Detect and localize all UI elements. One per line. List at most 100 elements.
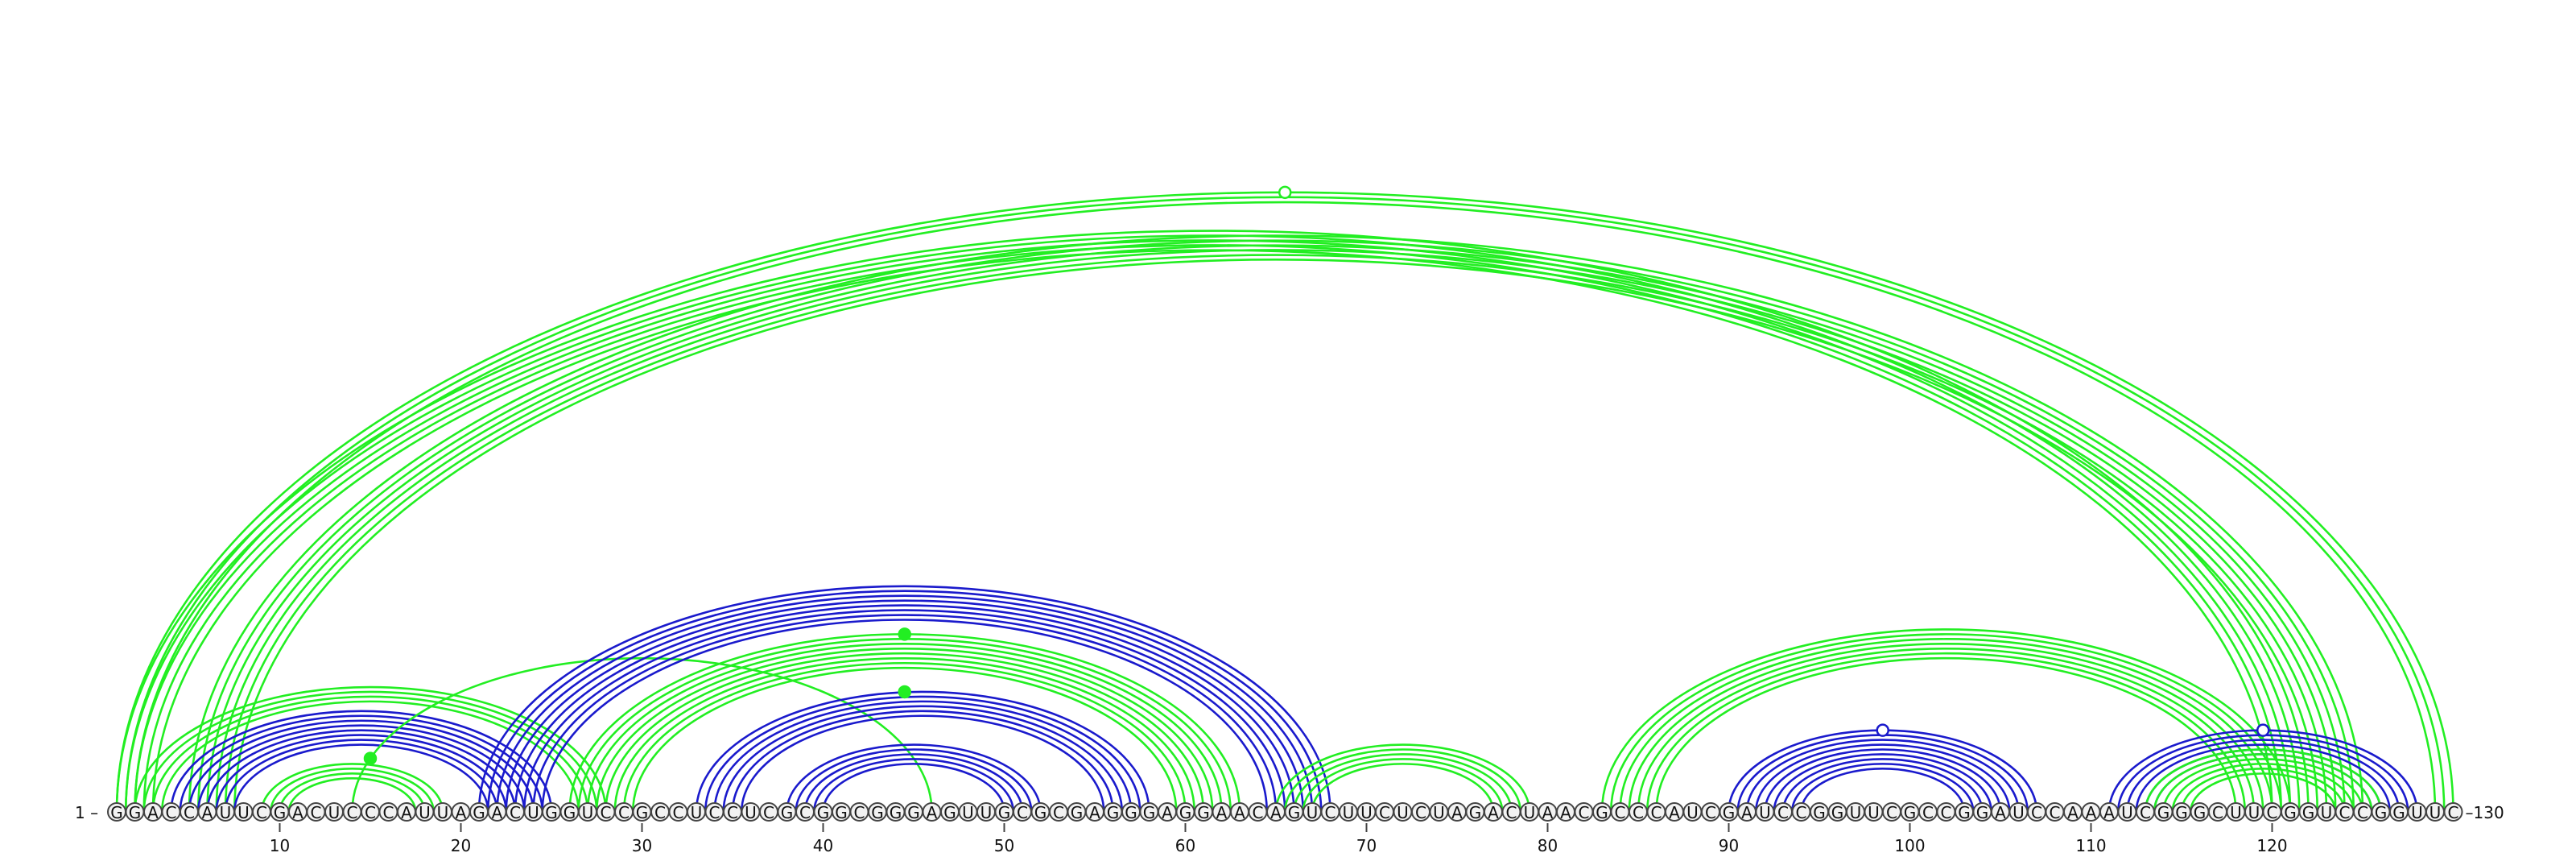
nucleotide-letter: A bbox=[1542, 803, 1554, 822]
nucleotide-letter: U bbox=[2230, 803, 2242, 822]
nucleotide-74: U bbox=[1429, 802, 1449, 822]
nucleotide-52: G bbox=[1030, 802, 1051, 822]
nucleotide-29: C bbox=[614, 802, 634, 822]
arc-green-9-19-1 bbox=[260, 763, 444, 813]
start-label: 1 – bbox=[75, 803, 98, 822]
nucleotide-letter: G bbox=[274, 803, 287, 822]
nucleotide-letter: A bbox=[1270, 803, 1282, 822]
nucleotide-19: U bbox=[433, 802, 452, 822]
arc-green-5-125-2 bbox=[196, 239, 2355, 813]
arc-green-1-122-1 bbox=[115, 230, 2310, 813]
nucleotide-109: A bbox=[2063, 802, 2083, 822]
nucleotide-48: U bbox=[958, 802, 978, 822]
nucleotide-114: G bbox=[2153, 802, 2174, 822]
nucleotide-letter: A bbox=[1560, 803, 1571, 822]
tick-label-10: 10 bbox=[270, 836, 290, 855]
nucleotide-126: G bbox=[2371, 802, 2391, 822]
nucleotide-54: G bbox=[1067, 802, 1087, 822]
arc-blue-33-58-1 bbox=[695, 690, 1150, 813]
nucleotide-44: G bbox=[886, 802, 906, 822]
nucleotide-letter: C bbox=[1705, 803, 1716, 822]
arc-green-26-63-5 bbox=[605, 652, 1205, 813]
nucleotide-96: G bbox=[1827, 802, 1847, 822]
arc-green-1-122-3 bbox=[134, 239, 2292, 813]
nucleotide-letter: A bbox=[1216, 803, 1228, 822]
nucleotide-65: A bbox=[1266, 802, 1286, 822]
nucleotide-letter: G bbox=[2157, 803, 2170, 822]
nucleotide-letter: C bbox=[1415, 803, 1426, 822]
nucleotide-13: U bbox=[324, 802, 344, 822]
tick-label-20: 20 bbox=[451, 836, 471, 855]
nucleotide-103: G bbox=[1955, 802, 1974, 822]
nucleotide-30: G bbox=[632, 802, 652, 822]
nucleotide-22: A bbox=[487, 802, 507, 822]
arc-green-5-125-4 bbox=[215, 249, 2337, 813]
nucleotide-letter: G bbox=[1469, 803, 1482, 822]
arc-green-1-130-3 bbox=[134, 201, 2437, 813]
nucleotide-57: G bbox=[1121, 802, 1141, 822]
nucleotide-110: A bbox=[2081, 802, 2101, 822]
arc-blue-90-107-2 bbox=[1736, 734, 2029, 813]
nucleotide-letter: U bbox=[1868, 803, 1880, 822]
nucleotide-letter: U bbox=[2411, 803, 2423, 822]
arc-blue-21-68-8 bbox=[541, 619, 1269, 813]
arc-blue-4-25-1 bbox=[170, 710, 553, 813]
nucleotide-3: A bbox=[143, 802, 163, 822]
nucleotide-5: C bbox=[180, 802, 199, 822]
nucleotide-91: A bbox=[1737, 802, 1757, 822]
nucleotide-letter: U bbox=[1433, 803, 1445, 822]
nucleotide-40: G bbox=[813, 802, 833, 822]
nucleotide-1: G bbox=[107, 802, 126, 822]
nucleotide-90: G bbox=[1719, 802, 1739, 822]
nucleotide-58: G bbox=[1139, 802, 1159, 822]
arc-blue-21-68-3 bbox=[496, 594, 1314, 813]
tick-label-50: 50 bbox=[994, 836, 1014, 855]
arc-blue-111-128-3 bbox=[2126, 739, 2401, 813]
nucleotide-61: G bbox=[1194, 802, 1213, 822]
nucleotide-106: U bbox=[2008, 802, 2029, 822]
arc-blue-33-58-5 bbox=[731, 710, 1114, 813]
base-pair-arcs bbox=[115, 191, 2454, 813]
nucleotide-letter: U bbox=[2429, 803, 2442, 822]
arc-blue-38-52-1 bbox=[786, 743, 1042, 813]
nucleotide-letter: A bbox=[401, 803, 412, 822]
arc-marker-6 bbox=[2256, 723, 2270, 737]
arc-blue-111-128-4 bbox=[2135, 743, 2392, 813]
nucleotide-15: C bbox=[361, 802, 380, 822]
nucleotide-2: G bbox=[125, 802, 145, 822]
nucleotide-85: C bbox=[1629, 802, 1648, 822]
arc-marker-1 bbox=[1278, 185, 1292, 200]
arc-green-65-79-3 bbox=[1293, 753, 1513, 813]
arc-green-14-46-1 bbox=[351, 656, 933, 813]
nucleotide-letter: C bbox=[347, 803, 358, 822]
nucleotide-66: G bbox=[1284, 802, 1304, 822]
nucleotide-letter: A bbox=[1995, 803, 2006, 822]
nucleotide-23: C bbox=[506, 802, 525, 822]
nucleotide-12: C bbox=[306, 802, 326, 822]
nucleotide-120: C bbox=[2262, 802, 2282, 822]
nucleotide-letter: C bbox=[673, 803, 684, 822]
nucleotide-93: C bbox=[1773, 802, 1793, 822]
nucleotide-89: C bbox=[1701, 802, 1720, 822]
nucleotide-letter: C bbox=[727, 803, 738, 822]
nucleotide-129: U bbox=[2425, 802, 2445, 822]
nucleotide-letter: U bbox=[2013, 803, 2025, 822]
nucleotide-letter: A bbox=[1669, 803, 1680, 822]
arc-green-113-126-2 bbox=[2153, 753, 2373, 813]
nucleotide-92: U bbox=[1755, 802, 1775, 822]
nucleotide-letter: G bbox=[545, 803, 558, 822]
nucleotide-4: C bbox=[161, 802, 181, 822]
nucleotide-letter: G bbox=[1071, 803, 1084, 822]
nucleotide-35: C bbox=[723, 802, 742, 822]
nucleotide-letter: C bbox=[854, 803, 865, 822]
nucleotide-36: U bbox=[741, 802, 761, 822]
nucleotide-letter: G bbox=[2392, 803, 2405, 822]
arc-green-83-121-6 bbox=[1645, 652, 2247, 813]
nucleotide-11: A bbox=[288, 802, 308, 822]
end-label: –130 bbox=[2466, 803, 2504, 822]
nucleotide-letter: C bbox=[1633, 803, 1644, 822]
nucleotide-letter: G bbox=[1976, 803, 1989, 822]
nucleotide-letter: U bbox=[691, 803, 703, 822]
